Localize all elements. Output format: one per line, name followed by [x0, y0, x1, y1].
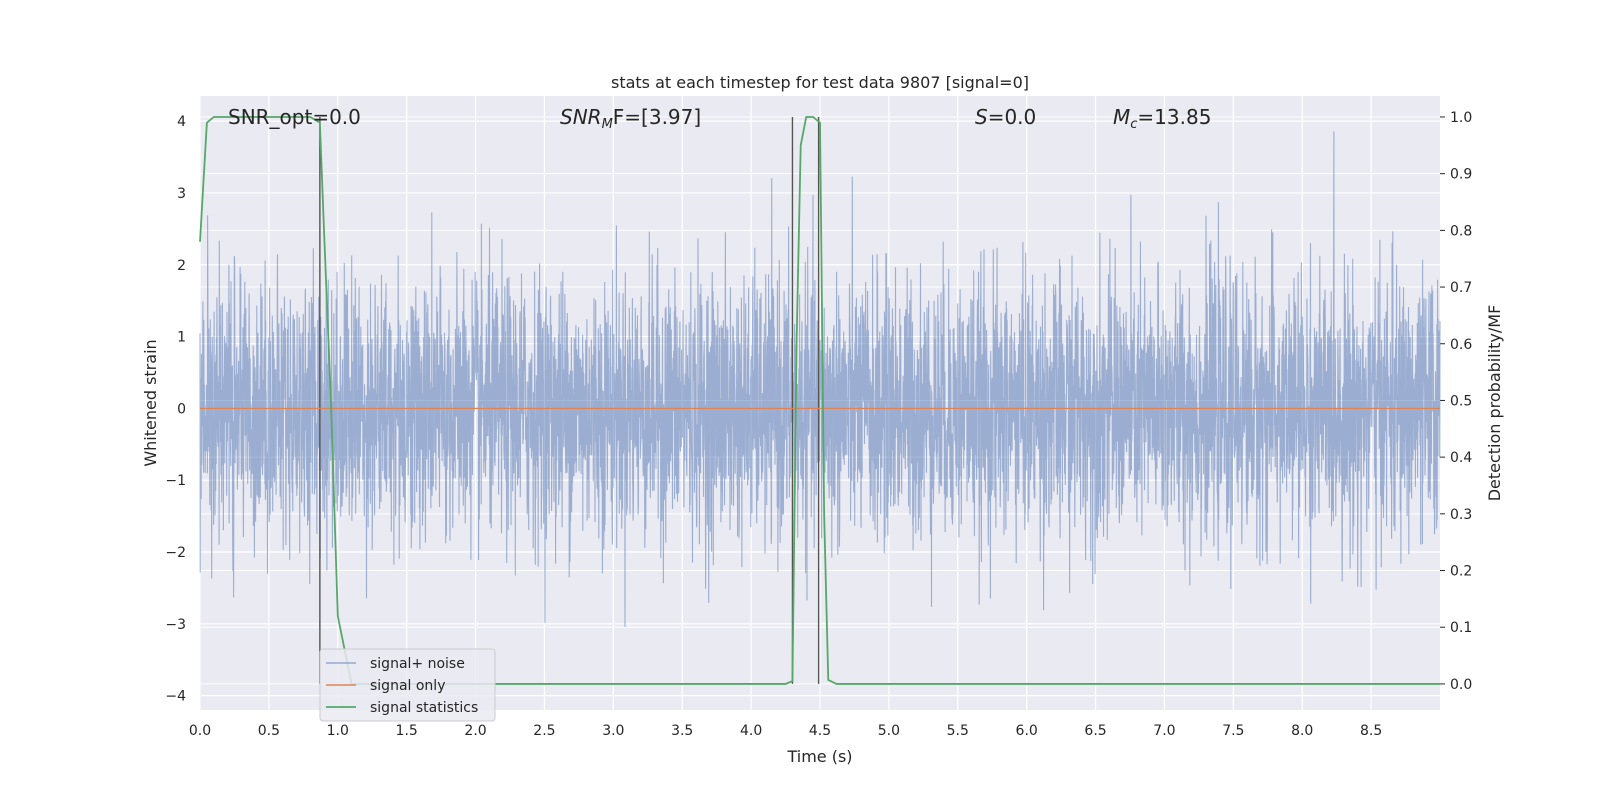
y-tick-label: 0 — [177, 401, 186, 417]
x-tick-label: 2.5 — [533, 723, 555, 739]
x-tick-label: 8.5 — [1360, 723, 1382, 739]
signal-noise-trace — [199, 131, 1441, 628]
y-tick-labels: 4 3 2 1 0 −1 −2 −3 −4 — [165, 114, 186, 705]
x-tick-label: 6.0 — [1016, 723, 1038, 739]
y2-tick-labels: 1.0 0.9 0.8 0.7 0.6 0.5 0.4 0.3 0.2 0.1 0.0 — [1450, 110, 1472, 693]
chart-title: stats at each timestep for test data 980… — [611, 73, 1029, 92]
y2-tick-label: 1.0 — [1450, 110, 1472, 126]
y-tick-label: −3 — [165, 617, 186, 633]
y2-tick-label: 0.7 — [1450, 280, 1472, 296]
annotation-s-var: S — [975, 105, 988, 129]
y-tick-label: 1 — [177, 330, 186, 346]
x-tick-label: 8.0 — [1291, 723, 1313, 739]
annotation-s-rest: =0.0 — [988, 105, 1037, 129]
x-tick-label: 2.0 — [464, 723, 486, 739]
annotation-mc: Mc=13.85 — [1113, 105, 1211, 132]
y-tick-label: −4 — [165, 689, 186, 705]
y-tick-label: −1 — [165, 473, 186, 489]
annotation-snr-mf-sub: M — [602, 117, 613, 132]
x-tick-label: 5.0 — [878, 723, 900, 739]
annotation-mc-var: M — [1113, 105, 1130, 129]
vertical-lines — [319, 116, 820, 684]
legend-label-signal-statistics: signal statistics — [370, 700, 478, 716]
x-tick-label: 4.5 — [809, 723, 831, 739]
y-tick-label: 4 — [177, 114, 186, 130]
x-tick-label: 7.5 — [1222, 723, 1244, 739]
y-tick-label: 2 — [177, 258, 186, 274]
y-tick-label: −2 — [165, 545, 186, 561]
legend-label-signal-only: signal only — [370, 678, 445, 694]
legend-box — [319, 648, 496, 722]
annotation-snr-opt: SNR_opt=0.0 — [228, 105, 361, 129]
y2-tick-label: 0.9 — [1450, 167, 1472, 183]
signal-noise-series — [199, 131, 1441, 628]
x-tick-label: 6.5 — [1084, 723, 1106, 739]
x-tick-label: 3.0 — [602, 723, 624, 739]
x-tick-labels: 0.0 0.5 1.0 1.5 2.0 2.5 3.0 3.5 4.0 4.5 5.0 5.5 6.0 6… — [189, 723, 1382, 739]
y2-tick-label: 0.4 — [1450, 450, 1472, 466]
annotation-mc-sub: c — [1130, 117, 1137, 132]
x-tick-label: 1.5 — [396, 723, 418, 739]
y2-tick-label: 0.5 — [1450, 393, 1472, 409]
y2-tick-label: 0.8 — [1450, 223, 1472, 239]
y-tick-label: 3 — [177, 186, 186, 202]
x-tick-label: 7.0 — [1153, 723, 1175, 739]
signal-statistics-series — [199, 116, 1440, 685]
annotation-s: S=0.0 — [975, 105, 1036, 129]
legend-label-signal-noise: signal+ noise — [370, 656, 465, 672]
y2-tick-label: 0.6 — [1450, 337, 1472, 353]
annotation-snr-mf-rest: F=[3.97] — [613, 105, 701, 129]
x-tick-label: 1.0 — [327, 723, 349, 739]
x-axis-label: Time (s) — [786, 747, 852, 766]
annotation-snr-mf: SNRMF=[3.97] — [560, 105, 701, 132]
annotation-snr-mf-base: SNR — [560, 105, 602, 129]
y2-tick-label: 0.0 — [1450, 677, 1472, 693]
y-axis-label: Whitened strain — [141, 339, 160, 466]
y2-axis-label: Detection probability/MF — [1485, 305, 1504, 502]
y2-tick-label: 0.3 — [1450, 507, 1472, 523]
legend: signal+ noise signal only signal statist… — [319, 648, 496, 722]
x-tick-label: 3.5 — [671, 723, 693, 739]
x-tick-label: 0.5 — [258, 723, 280, 739]
x-tick-label: 0.0 — [189, 723, 211, 739]
x-tick-label: 5.5 — [947, 723, 969, 739]
annotation-mc-rest: =13.85 — [1137, 105, 1211, 129]
y2-tick-label: 0.2 — [1450, 564, 1472, 580]
x-tick-label: 4.0 — [740, 723, 762, 739]
y2-tick-label: 0.1 — [1450, 620, 1472, 636]
